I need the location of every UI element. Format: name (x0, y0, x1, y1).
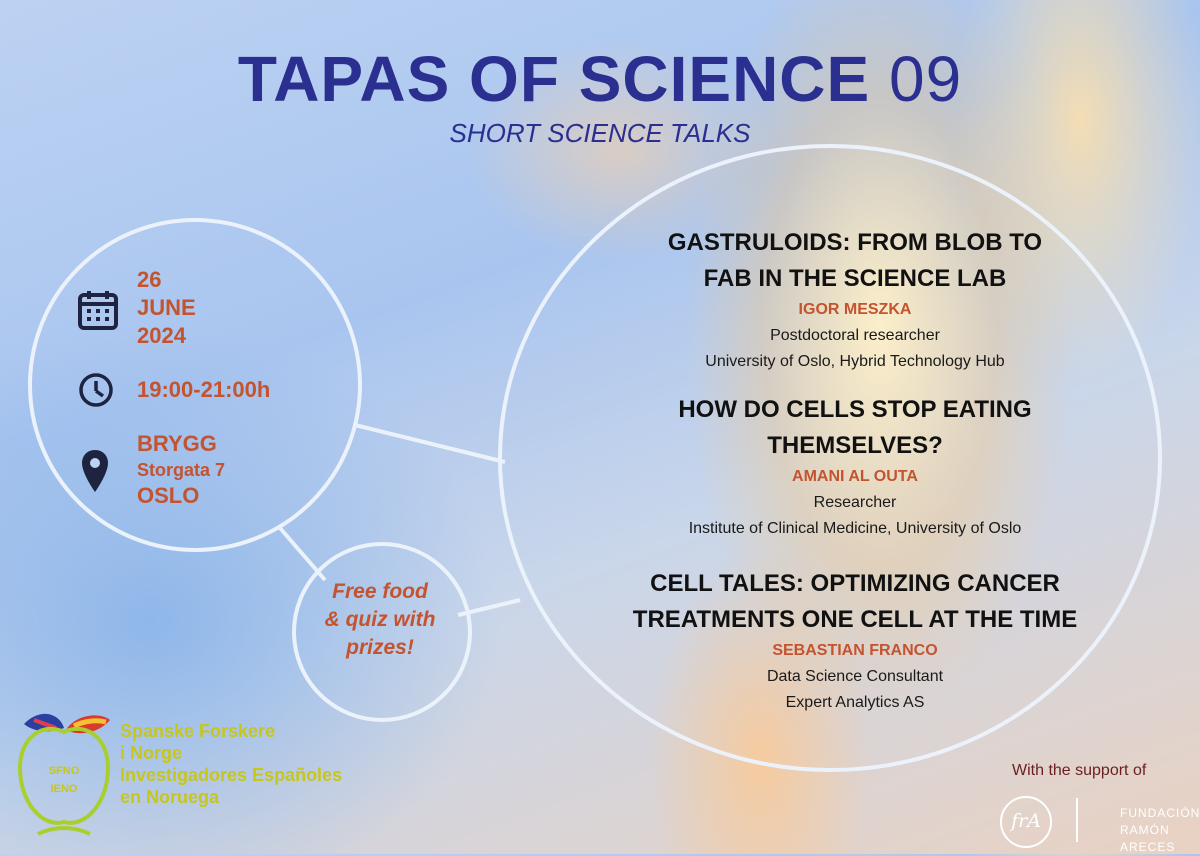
sponsor-divider (1076, 798, 1078, 842)
talk-affiliation: Expert Analytics AS (785, 694, 925, 711)
talk-affiliation: University of Oslo, Hybrid Technology Hu… (705, 353, 1005, 370)
free-food-circle (292, 542, 472, 722)
talk-3: CELL TALES: OPTIMIZING CANCER TREATMENTS… (560, 566, 1150, 716)
talk-affiliation: Institute of Clinical Medicine, Universi… (688, 520, 1022, 537)
page-title: TAPAS OF SCIENCE 09 (0, 42, 1200, 116)
talk-2: HOW DO CELLS STOP EATING THEMSELVES? AMA… (560, 392, 1150, 542)
free-food-line: & quiz with (324, 608, 436, 631)
sfno-apple-logo (14, 706, 114, 846)
talk-title-line: FAB IN THE SCIENCE LAB (703, 265, 1007, 292)
talk-role: Data Science Consultant (766, 668, 944, 685)
talk-title-line: CELL TALES: OPTIMIZING CANCER (650, 570, 1060, 597)
title-number: 09 (888, 43, 963, 115)
talk-role: Postdoctoral researcher (770, 327, 940, 344)
event-date: 26 JUNE 2024 (137, 266, 196, 350)
fra-logo: frA (1000, 796, 1052, 848)
date-year: 2024 (137, 323, 186, 348)
free-food-line: Free food (332, 580, 428, 603)
organizer-line: Investigadores Españoles (120, 765, 343, 785)
talk-title-line: TREATMENTS ONE CELL AT THE TIME (632, 606, 1078, 633)
calendar-icon (76, 288, 120, 337)
clock-icon (78, 372, 114, 413)
fra-name-line: FUNDACIÓN (1120, 806, 1200, 820)
talks-circle (498, 144, 1162, 772)
venue-name: BRYGG (137, 431, 217, 456)
info-circle (28, 218, 362, 552)
organizer-line: Spanske Forskere (120, 721, 276, 741)
free-food-line: prizes! (346, 636, 414, 659)
event-location: BRYGG Storgata 7 OSLO (137, 430, 225, 510)
event-time: 19:00-21:00h (137, 377, 271, 402)
fra-logo-text: frA (1011, 810, 1041, 832)
talk-speaker: IGOR MESZKA (798, 301, 912, 318)
fra-name: FUNDACIÓN RAMÓN ARECES (1120, 805, 1200, 856)
date-month: JUNE (137, 295, 196, 320)
talk-title-line: HOW DO CELLS STOP EATING (678, 396, 1032, 423)
talk-title-line: THEMSELVES? (767, 432, 943, 459)
talk-role: Researcher (813, 494, 897, 511)
venue-city: OSLO (137, 483, 200, 508)
organizer-line: i Norge (120, 743, 183, 763)
logo-text-top: SFNO (48, 765, 80, 777)
connector-line-info (354, 423, 506, 464)
sfno-logo-text: SFNO IENO (34, 762, 94, 798)
logo-text-bottom: IENO (50, 783, 78, 795)
page-subtitle: SHORT SCIENCE TALKS (449, 118, 751, 148)
talk-speaker: AMANI AL OUTA (792, 468, 918, 485)
talk-title-line: GASTRULOIDS: FROM BLOB TO (667, 229, 1043, 256)
title-text: TAPAS OF SCIENCE (237, 43, 871, 115)
organizer-name: Spanske Forskere i Norge Investigadores … (120, 720, 342, 808)
venue-street: Storgata 7 (137, 460, 226, 480)
apple-icon (17, 713, 111, 836)
free-food-note: Free food & quiz with prizes! (300, 578, 460, 662)
fra-name-line: RAMÓN ARECES (1120, 823, 1176, 854)
location-pin-icon (80, 448, 110, 499)
talk-1: GASTRULOIDS: FROM BLOB TO FAB IN THE SCI… (560, 225, 1150, 375)
organizer-line: en Noruega (120, 787, 220, 807)
talk-speaker: SEBASTIAN FRANCO (772, 642, 938, 659)
support-text: With the support of (1012, 762, 1147, 779)
date-day: 26 (137, 267, 162, 292)
